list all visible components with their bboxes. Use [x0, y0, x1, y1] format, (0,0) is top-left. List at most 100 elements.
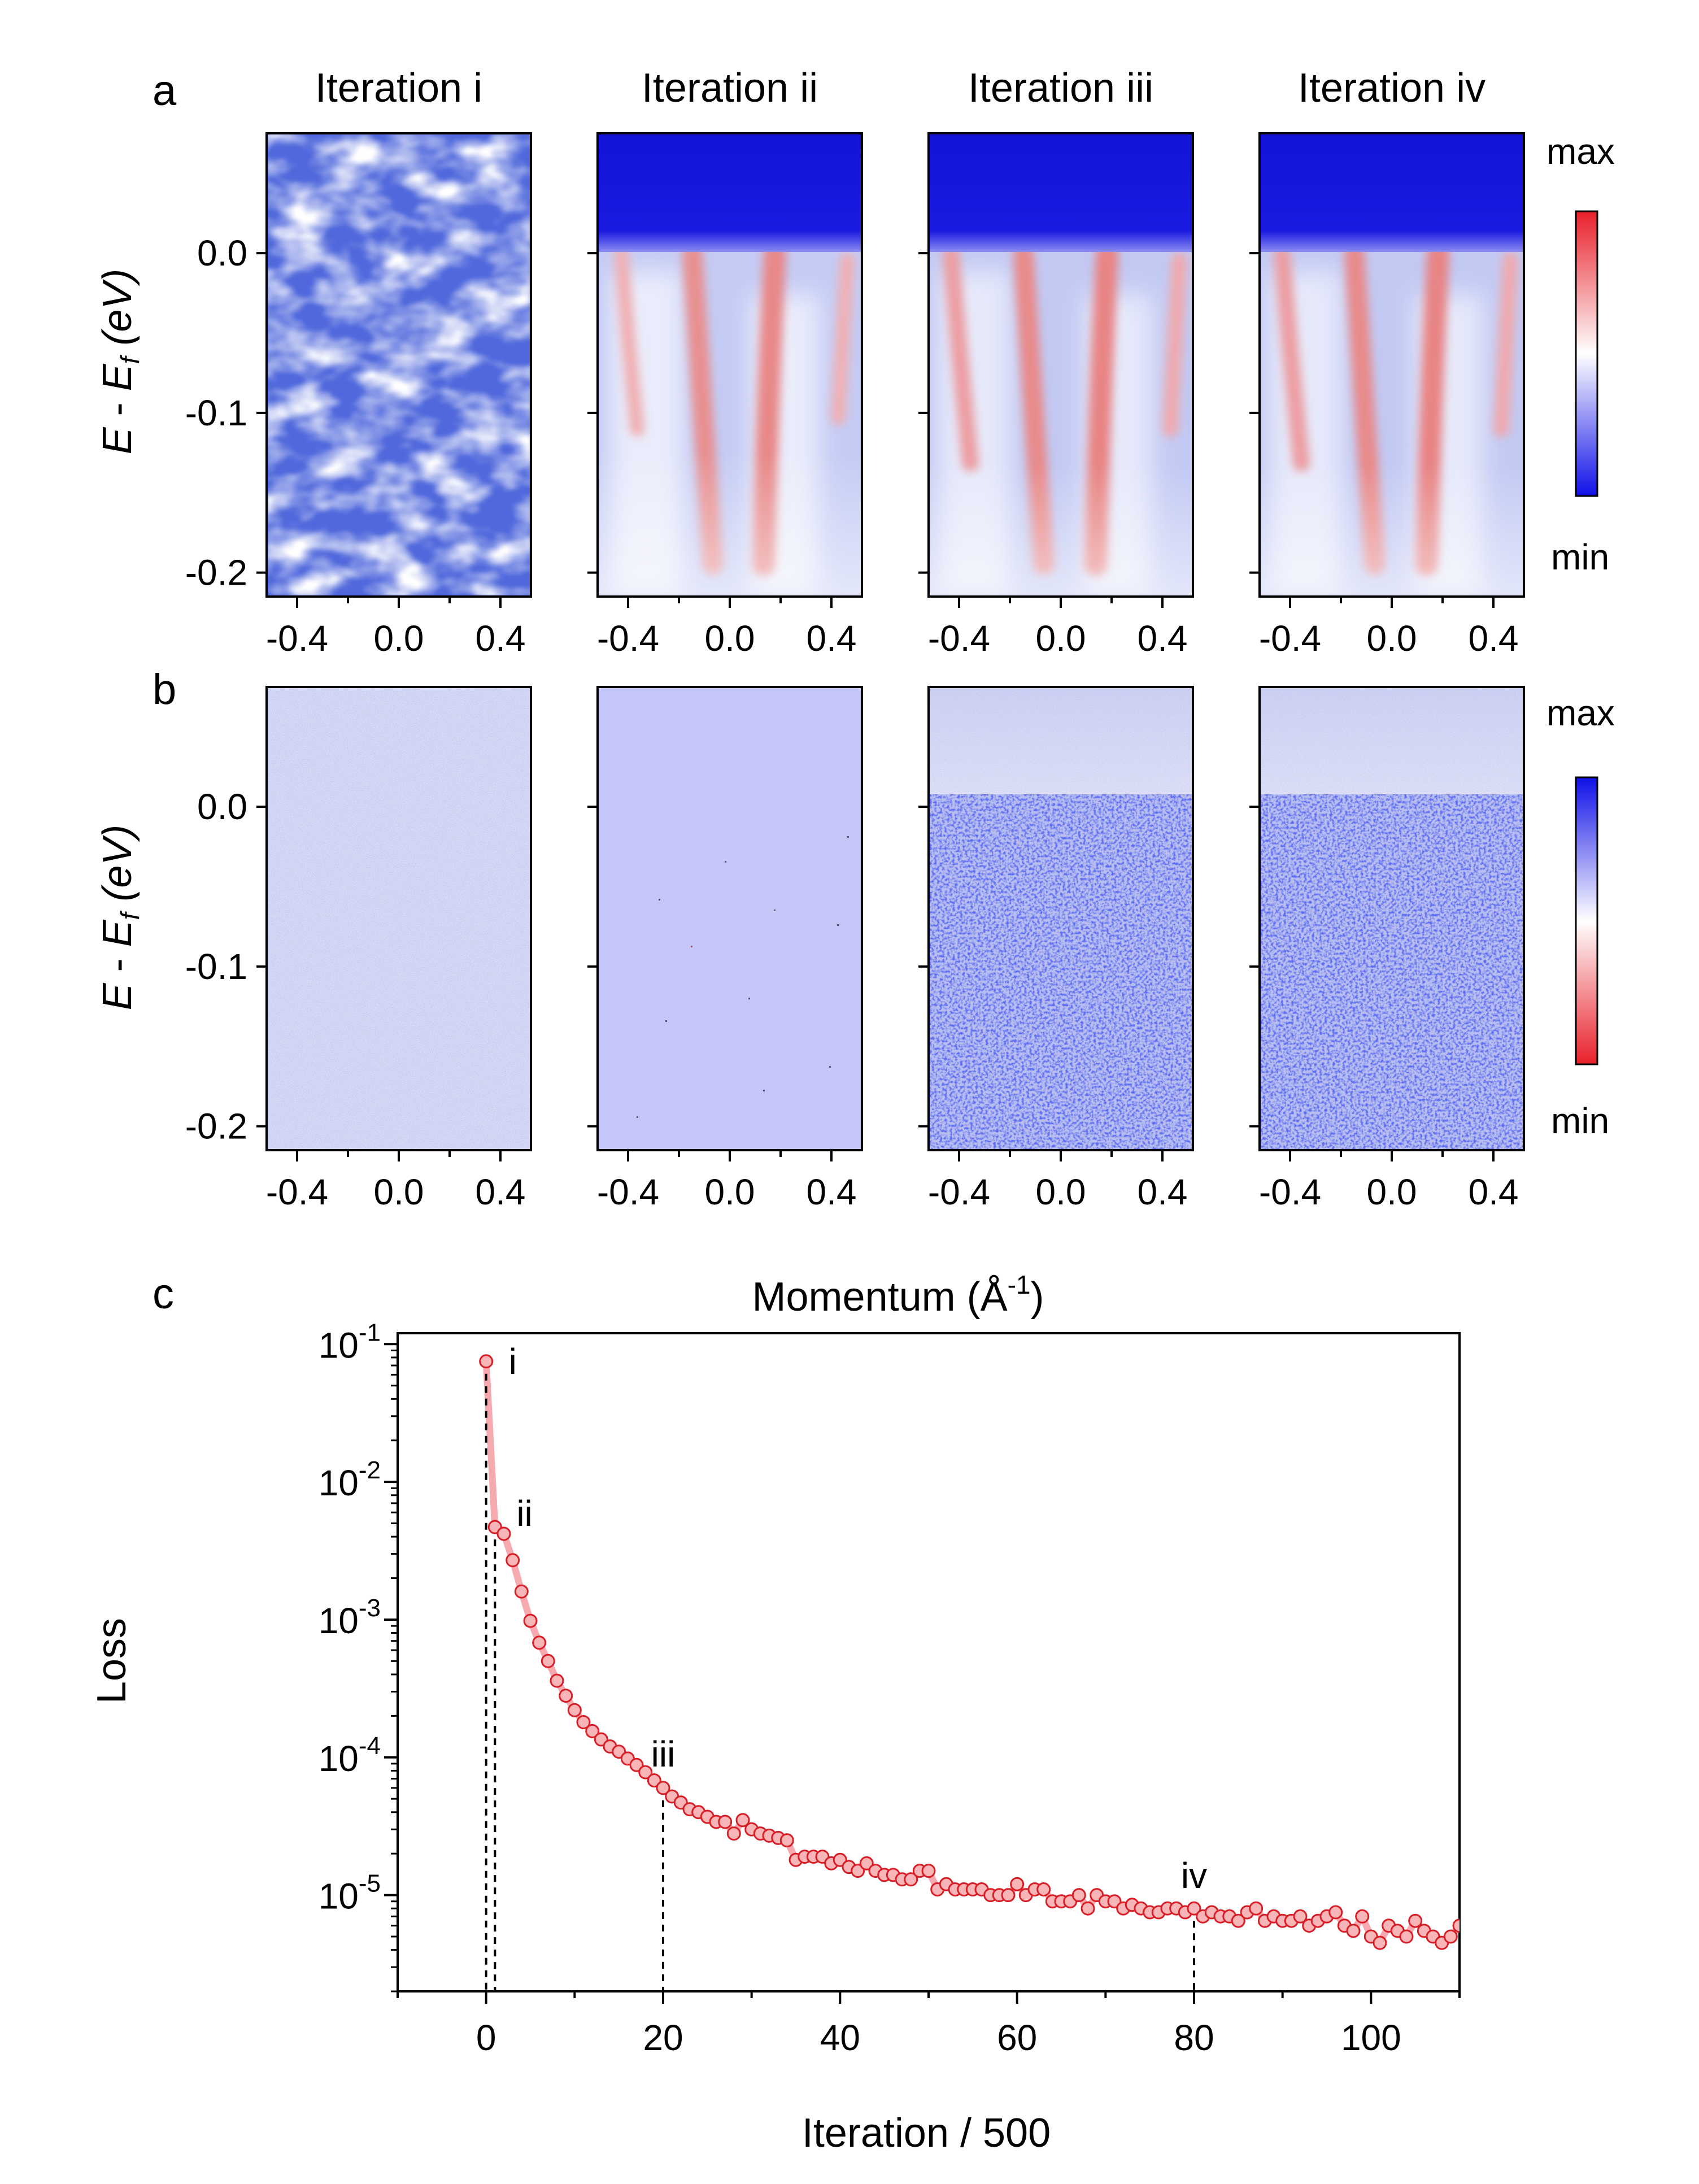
energy-tick-label: -0.2 [185, 552, 247, 593]
momentum-tick-label: 0.0 [1036, 618, 1086, 659]
loss-x-tick-label: 100 [1341, 2017, 1401, 2058]
momentum-tick-label: 0.4 [807, 618, 857, 659]
momentum-tick-label: -0.4 [1259, 618, 1321, 659]
momentum-tick-label: 0.4 [476, 618, 526, 659]
loss-point [585, 1724, 600, 1738]
loss-point [1355, 1909, 1370, 1924]
panel-b-iteration-ii-image [598, 687, 862, 1150]
momentum-axis-close: ) [1031, 1274, 1044, 1320]
momentum-tick-label: 0.4 [807, 1172, 857, 1212]
iteration-title-ii: Iteration ii [642, 66, 818, 111]
loss-y-tick-base: 10 [319, 1600, 359, 1641]
loss-curve-line [482, 1361, 1460, 1947]
annotation-label-iii: iii [651, 1734, 676, 1774]
loss-point [1399, 1929, 1414, 1944]
energy-axis-Ef-sub: f [115, 354, 145, 364]
loss-y-tick-label: 10-5 [319, 1870, 381, 1917]
loss-point [779, 1833, 794, 1848]
colorbar-b-min-label: min [1551, 1100, 1609, 1141]
momentum-tick-label: -0.4 [266, 618, 328, 659]
loss-point [718, 1815, 733, 1829]
loss-point [638, 1765, 653, 1780]
loss-x-tick-label: 40 [820, 2017, 860, 2058]
momentum-tick-label: 0.4 [1138, 1172, 1188, 1212]
loss-point [1036, 1882, 1051, 1896]
energy-tick-label: -0.2 [185, 1106, 247, 1147]
loss-y-tick-base: 10 [319, 1463, 359, 1503]
energy-tick-label: -0.1 [185, 393, 247, 433]
loss-point [532, 1635, 547, 1650]
momentum-tick-label: 0.0 [374, 618, 424, 659]
loss-y-tick-label: 10-2 [319, 1456, 381, 1503]
colorbar-b [1575, 776, 1598, 1065]
annotation-label-iv: iv [1181, 1855, 1207, 1896]
energy-axis-unit: (eV) [95, 269, 140, 357]
annotation-label-ii: ii [516, 1493, 532, 1534]
colorbar-a [1575, 210, 1598, 497]
panel-frames: 0.0 -0.1 -0.2 -0.4 0.0 0.4 -0.4 0.0 0.4 -0.4 0.0 0.… [185, 132, 1525, 1212]
energy-tick-label: 0.0 [197, 233, 247, 273]
loss-y-tick-exp: -1 [359, 1319, 381, 1346]
momentum-tick-label: -0.4 [597, 1172, 659, 1212]
iteration-title-iii: Iteration iii [968, 66, 1153, 111]
momentum-tick-label: -0.4 [928, 1172, 990, 1212]
loss-x-tick-label: 80 [1174, 2017, 1214, 2058]
loss-point [1081, 1901, 1095, 1916]
panel-b-iteration-iv-image [1260, 687, 1524, 1150]
loss-point [1231, 1913, 1245, 1928]
panel-label-c: c [153, 1270, 174, 1318]
loss-plot-area [479, 1354, 1460, 1991]
loss-point [629, 1757, 644, 1772]
panel-label-a: a [153, 67, 177, 115]
momentum-tick-label: 0.0 [1367, 1172, 1417, 1212]
loss-point [496, 1526, 511, 1541]
panel-a-iteration-iv-image [1260, 133, 1524, 597]
loss-point [647, 1773, 661, 1788]
energy-axis-Ef: E [95, 363, 140, 391]
loss-plot-frame [397, 1332, 1461, 1992]
loss-y-tick-base: 10 [319, 1738, 359, 1779]
loss-point [567, 1703, 582, 1717]
loss-point [514, 1584, 529, 1599]
momentum-tick-label: 0.4 [1138, 618, 1188, 659]
panel-label-b: b [153, 665, 176, 714]
energy-axis-Ef: E [95, 919, 140, 947]
panel-a-iteration-iii-image [929, 133, 1193, 597]
momentum-axis-text: Momentum (Å [752, 1274, 1008, 1320]
panel-a-iteration-i-image [267, 133, 531, 597]
loss-point [479, 1354, 494, 1369]
colorbar-b-max-label: max [1546, 693, 1615, 733]
momentum-tick-label: 0.0 [705, 1172, 755, 1212]
loss-point [1346, 1924, 1361, 1938]
momentum-tick-label: 0.0 [705, 618, 755, 659]
loss-point [859, 1856, 874, 1870]
loss-x-tick-label: 20 [643, 2017, 683, 2058]
loss-x-tick-label: 0 [476, 2017, 496, 2058]
panel-a-iteration-ii-image [598, 133, 862, 597]
colorbar-a-max-label: max [1546, 131, 1615, 172]
loss-point [506, 1553, 520, 1568]
loss-point [559, 1689, 573, 1703]
annotation-label-i: i [509, 1341, 517, 1382]
momentum-tick-label: -0.4 [1259, 1172, 1321, 1212]
energy-tick-label: 0.0 [197, 786, 247, 827]
momentum-tick-label: 0.0 [1367, 618, 1417, 659]
energy-axis-E: E [95, 982, 140, 1010]
momentum-axis-sup: -1 [1008, 1270, 1031, 1299]
loss-y-tick-label: 10-4 [319, 1732, 381, 1779]
loss-y-tick-base: 10 [319, 1876, 359, 1917]
colorbar-a-min-label: min [1551, 537, 1609, 577]
loss-point [1408, 1913, 1423, 1928]
energy-tick-label: -0.1 [185, 946, 247, 987]
momentum-tick-label: 0.4 [476, 1172, 526, 1212]
momentum-tick-label: -0.4 [597, 618, 659, 659]
loss-point [1443, 1929, 1458, 1944]
loss-point [851, 1864, 865, 1878]
panel-b-iteration-i-image [267, 687, 531, 1150]
energy-axis-title-a: E - Ef (eV) [95, 269, 145, 455]
loss-point [735, 1813, 750, 1828]
loss-y-tick-base: 10 [319, 1325, 359, 1365]
energy-axis-title-b: E - Ef (eV) [95, 825, 145, 1011]
